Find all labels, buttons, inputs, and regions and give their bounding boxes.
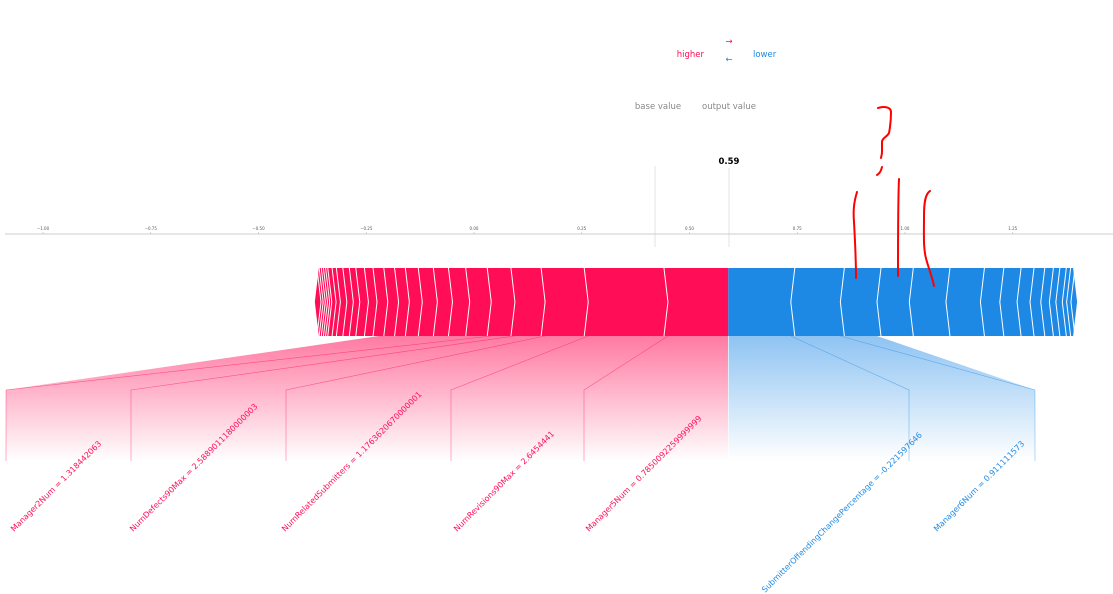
positive-feature-connector [5,335,492,461]
positive-segment-divider [335,267,341,337]
axis-tick-label: 0.75 [793,226,802,231]
positive-segment-divider [342,267,348,337]
axis-tick-label: 0.25 [577,226,586,231]
negative-segment-divider [1061,267,1067,337]
negative-segment-divider [908,267,914,337]
legend-higher: higher [677,50,705,60]
positive-segment-divider [316,267,322,337]
output-value-label: output value [702,102,756,112]
axis-tick-label: 0.50 [685,226,694,231]
positive-feature-connector [130,335,515,461]
positive-segment-divider [383,267,389,337]
negative-segment-divider [999,267,1005,337]
annotation-line-1 [852,191,858,279]
feature-connectors [5,335,1036,461]
x-axis: −1.00 −0.75 −0.50 −0.25 0.00 0.25 0.50 0.75 1.00… [5,226,1113,235]
positive-segment-divider [331,267,337,337]
positive-segment-divider [348,267,354,337]
positive-feature-connector [450,335,589,461]
positive-segment-divider [583,267,589,337]
positive-fan-area [6,336,729,461]
positive-segment-divider [372,267,378,337]
negative-segment-divider [1016,267,1022,337]
base-value-label: base value [635,102,681,112]
positive-segment-divider [540,267,546,337]
force-bars [314,267,1078,337]
axis-tick-label: 1.00 [901,226,910,231]
positive-force-bar [314,268,729,336]
positive-segment-divider [417,267,423,337]
legend-lower: lower [753,50,777,60]
negative-segment-divider [945,267,951,337]
positive-segment-divider [486,267,492,337]
positive-segment-divider [394,267,400,337]
negative-feature-connector [790,335,910,461]
negative-segment-divider [839,267,845,337]
positive-segment-divider [510,267,516,337]
legend: higher → ← lower [677,37,777,65]
annotation-line-2 [897,178,900,277]
negative-segment-divider [1040,267,1046,337]
negative-fan-area [728,336,1035,461]
axis-tick-label: −0.25 [360,226,373,231]
positive-segment-divider [432,267,438,337]
positive-segment-divider [318,267,324,337]
positive-segment-divider [663,267,669,337]
red-annotation-marks [852,106,935,287]
negative-segment-divider [1055,267,1061,337]
axis-tick-label: −0.50 [252,226,265,231]
positive-segment-divider [355,267,361,337]
negative-segment-divider [876,267,882,337]
positive-segment-divider [322,267,328,337]
negative-segment-divider [790,267,796,337]
legend-lower-arrow: ← [725,55,732,65]
positive-feature-connector [583,335,669,461]
positive-feature-connector [285,335,546,461]
negative-segment-divider [1048,267,1054,337]
negative-segment-divider [1029,267,1035,337]
negative-force-bar [728,268,1078,336]
positive-segment-divider [325,267,331,337]
axis-tick-label: 0.00 [470,226,479,231]
question-mark-dot [876,166,883,176]
positive-segment-divider [447,267,453,337]
axis-tick-label: −1.00 [37,226,50,231]
negative-segment-divider [1070,267,1076,337]
question-mark-stroke [877,106,893,159]
axis-tick-label: −0.75 [145,226,158,231]
negative-segment-divider [979,267,985,337]
positive-segment-divider [327,267,333,337]
negative-segment-divider [1066,267,1072,337]
axis-tick-label: 1.25 [1008,226,1017,231]
legend-higher-arrow: → [725,37,732,47]
positive-segment-divider [404,267,410,337]
positive-segment-divider [465,267,471,337]
positive-segment-divider [320,267,326,337]
positive-segment-divider [363,267,369,337]
output-value-number: 0.59 [719,157,740,167]
annotation-line-3 [922,190,935,287]
negative-feature-connector [840,335,1036,461]
